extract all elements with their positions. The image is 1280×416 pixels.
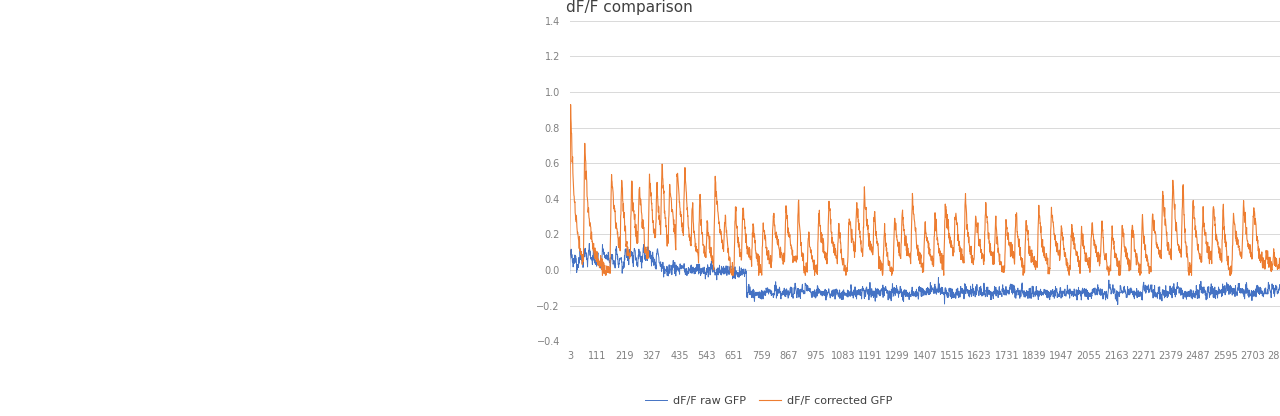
dF/F corrected GFP — [1270, 265, 1280, 270]
dF/F corrected GFP — [562, 256, 577, 261]
dF/F corrected GFP — [563, 102, 579, 107]
dF/F corrected GFP — [794, 242, 809, 247]
dF/F corrected GFP — [950, 223, 965, 228]
dF/F raw GFP — [1272, 285, 1280, 290]
dF/F raw GFP — [758, 286, 773, 291]
dF/F corrected GFP — [1272, 267, 1280, 272]
dF/F raw GFP — [581, 251, 596, 256]
dF/F raw GFP — [794, 289, 809, 294]
dF/F raw GFP — [1110, 302, 1125, 307]
dF/F corrected GFP — [595, 273, 611, 278]
dF/F raw GFP — [581, 241, 596, 246]
dF/F corrected GFP — [603, 194, 618, 199]
dF/F raw GFP — [562, 271, 577, 276]
dF/F corrected GFP — [759, 245, 774, 250]
dF/F raw GFP — [950, 291, 965, 296]
dF/F corrected GFP — [581, 206, 596, 210]
Legend: dF/F raw GFP, dF/F corrected GFP: dF/F raw GFP, dF/F corrected GFP — [640, 391, 896, 411]
Line: dF/F raw GFP: dF/F raw GFP — [570, 243, 1280, 305]
Line: dF/F corrected GFP: dF/F corrected GFP — [570, 104, 1280, 275]
dF/F raw GFP — [603, 258, 618, 263]
Text: dF/F comparison: dF/F comparison — [566, 0, 692, 15]
dF/F raw GFP — [1270, 291, 1280, 296]
